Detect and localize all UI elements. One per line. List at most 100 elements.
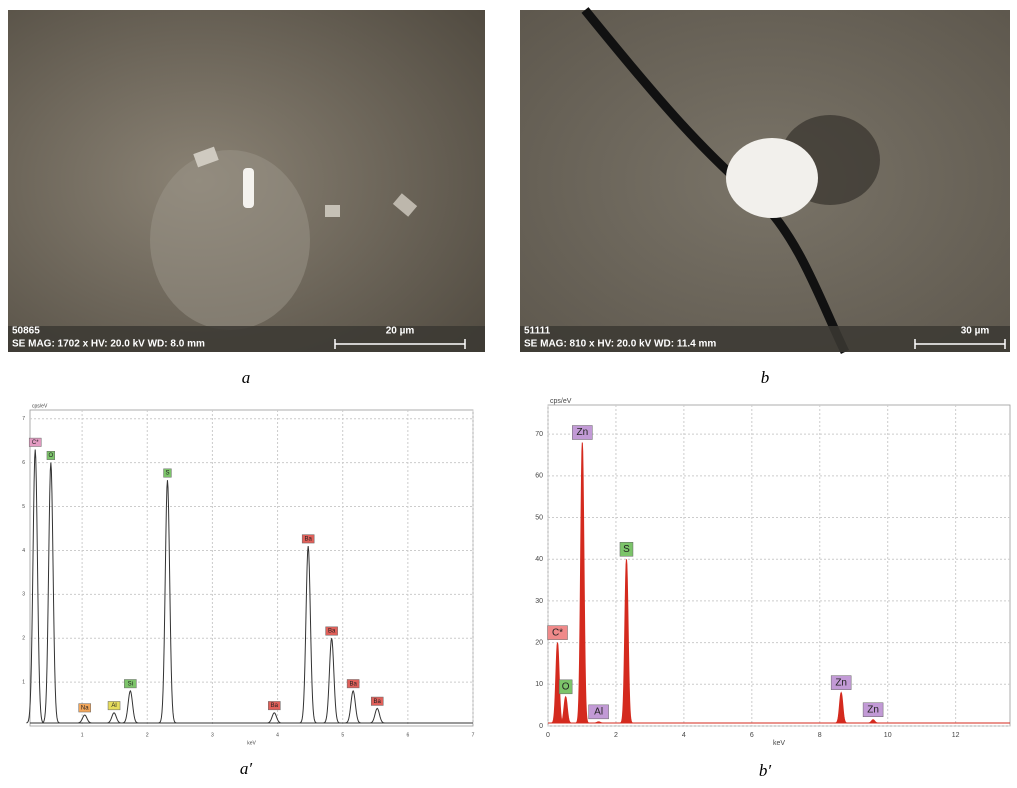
peak-label: Zn [576, 427, 588, 438]
peak [26, 449, 45, 724]
y-axis-label: cps/eV [550, 398, 572, 405]
peak [619, 559, 633, 724]
peak [592, 721, 606, 724]
peak [158, 480, 177, 724]
peak-label: C* [32, 440, 39, 446]
peak-label-box [572, 425, 593, 440]
peak-label: S [165, 471, 169, 477]
x-tick-label: 7 [472, 732, 475, 738]
y-tick-label: 7 [22, 416, 25, 422]
x-tick-label: 1 [81, 732, 84, 738]
peak-label: Ba [328, 629, 336, 635]
image-info: SE MAG: 810 x HV: 20.0 kV WD: 11.4 mm [524, 339, 716, 350]
peak [322, 638, 341, 724]
peak [121, 689, 140, 724]
peak [368, 707, 387, 724]
peak-label-box [124, 679, 137, 689]
y-tick-label: 60 [535, 473, 543, 480]
y-tick-label: 50 [535, 514, 543, 521]
peak-label-box [46, 451, 55, 460]
peak-label-box [588, 704, 609, 720]
sem-image-a: 50865 SE MAG: 1702 x HV: 20.0 kV WD: 8.0… [8, 10, 485, 352]
peak-label: O [49, 453, 54, 459]
x-tick-label: 12 [952, 732, 960, 739]
peak-label: Zn [867, 704, 879, 715]
caption: b′ [759, 761, 772, 780]
y-tick-label: 30 [535, 598, 543, 605]
y-tick-label: 10 [535, 681, 543, 688]
peak [344, 689, 362, 724]
peak-label-box [28, 437, 42, 447]
peak-label: Zn [835, 677, 847, 688]
image-id: 51111 [524, 326, 551, 337]
x-tick-label: 8 [818, 732, 822, 739]
image-id: 50865 [12, 326, 40, 337]
peak [41, 462, 60, 724]
caption: a′ [240, 759, 253, 778]
scale-label: 30 µm [961, 326, 990, 337]
peak-label: Al [594, 706, 603, 717]
peak-label: Ba [305, 536, 313, 542]
peak [299, 546, 318, 724]
caption: a [242, 368, 251, 387]
peak-label-box [619, 541, 634, 557]
y-tick-label: 5 [22, 504, 25, 510]
peak-label-box [78, 703, 91, 713]
peak [105, 712, 123, 724]
y-tick-label: 4 [22, 548, 25, 554]
peak-label: Ba [271, 703, 279, 709]
peak-label-box [862, 702, 884, 717]
peak-label: Na [81, 705, 89, 711]
y-tick-label: 6 [22, 460, 25, 466]
y-tick-label: 0 [539, 723, 543, 730]
y-tick-label: 20 [535, 639, 543, 646]
peak-label: C* [552, 627, 563, 638]
peak-label-box [830, 675, 852, 690]
x-tick-label: 4 [682, 732, 686, 739]
peak-label: Si [128, 681, 133, 687]
peak-label-box [163, 468, 172, 478]
x-tick-label: 4 [276, 732, 279, 738]
peak-label: Al [111, 703, 116, 709]
image-info: SE MAG: 1702 x HV: 20.0 kV WD: 8.0 mm [12, 339, 205, 350]
peak-label-box [325, 626, 338, 636]
y-tick-label: 1 [22, 679, 25, 685]
peak [265, 712, 284, 724]
caption: b [761, 368, 770, 387]
peak-label: O [562, 681, 570, 692]
sem-image-b: 51111 SE MAG: 810 x HV: 20.0 kV WD: 11.4… [520, 7, 1010, 354]
x-axis-label: keV [773, 740, 785, 747]
y-tick-label: 2 [22, 636, 25, 642]
peak-label: S [623, 544, 630, 555]
x-tick-label: 6 [406, 732, 409, 738]
scale-label: 20 µm [386, 326, 415, 337]
peak-label-box [268, 701, 281, 711]
peak [75, 714, 94, 724]
y-axis-label: cps/eV [32, 403, 48, 409]
plot-area [29, 409, 474, 727]
x-axis-label: keV [247, 740, 256, 746]
x-tick-label: 0 [546, 732, 550, 739]
y-tick-label: 70 [535, 431, 543, 438]
peak-label-box [547, 625, 568, 640]
x-tick-label: 6 [750, 732, 754, 739]
peak-label: Ba [374, 699, 382, 705]
peak-label-box [301, 534, 315, 544]
plot-area [547, 404, 1011, 727]
x-tick-label: 10 [884, 732, 892, 739]
peak-label-box [370, 696, 384, 706]
peak-label-box [107, 701, 121, 711]
peak [834, 691, 848, 724]
peak [559, 695, 573, 724]
x-tick-label: 5 [341, 732, 344, 738]
x-tick-label: 2 [146, 732, 149, 738]
peak-label: Ba [349, 681, 357, 687]
peak [575, 442, 589, 724]
x-tick-label: 3 [211, 732, 214, 738]
x-tick-label: 2 [614, 732, 618, 739]
peak-label-box [346, 679, 360, 689]
peak-label-box [558, 679, 573, 695]
peak [866, 719, 880, 724]
y-tick-label: 40 [535, 556, 543, 563]
